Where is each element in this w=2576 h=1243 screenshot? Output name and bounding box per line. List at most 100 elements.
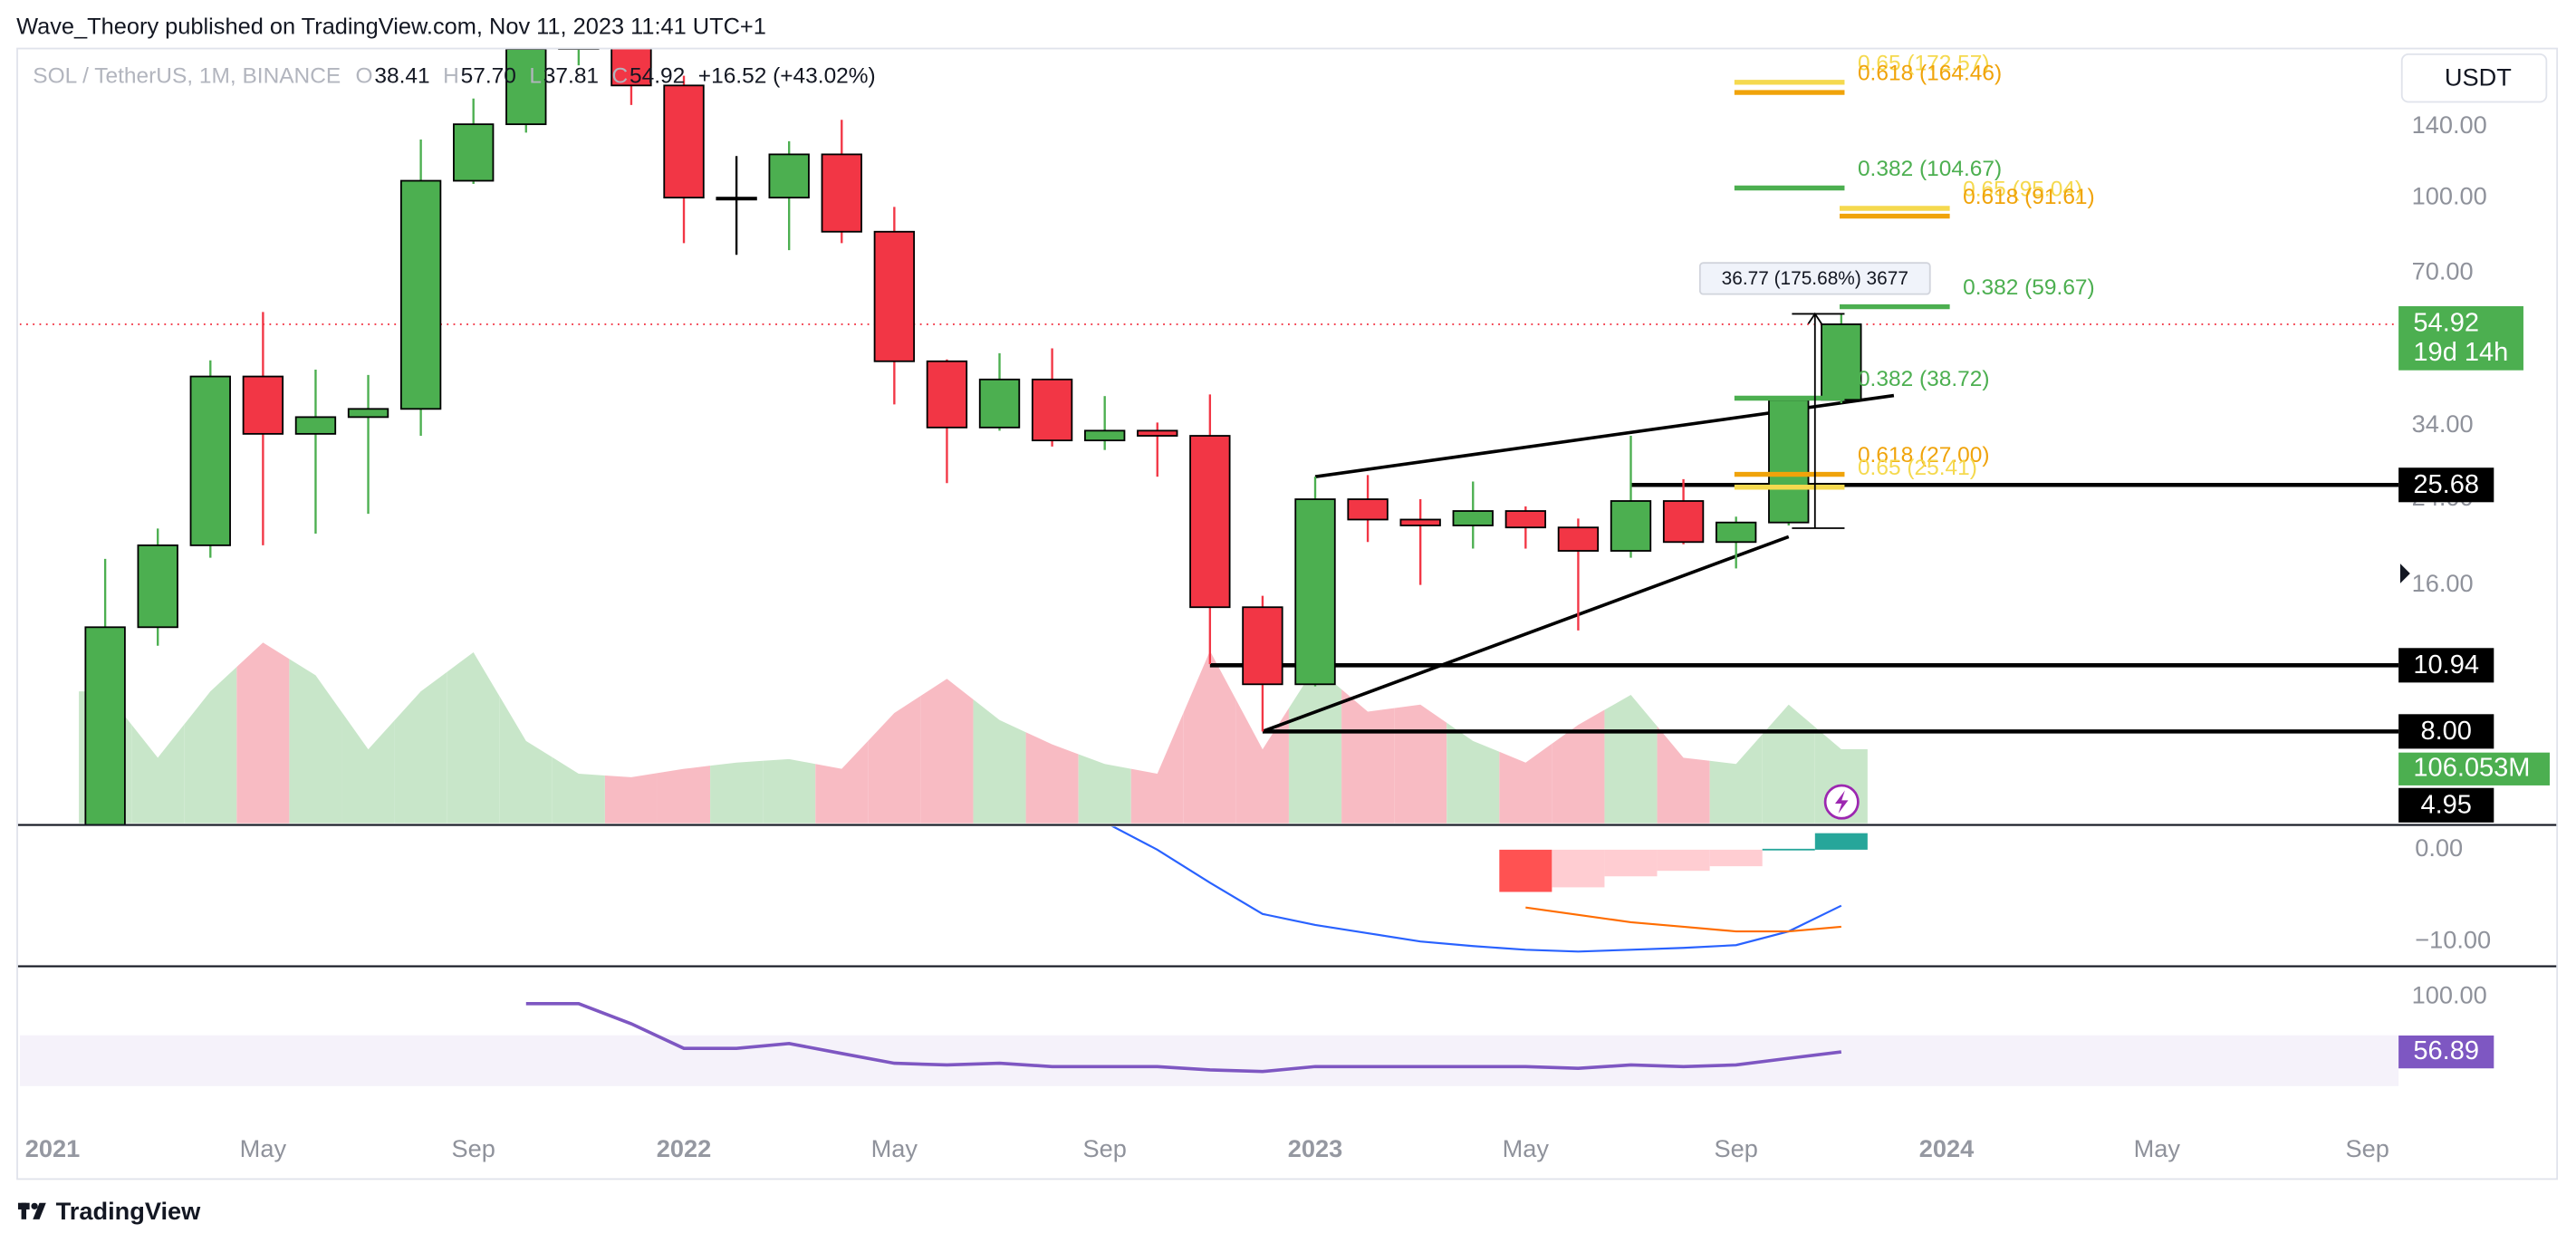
readout-text: L — [529, 64, 542, 89]
candle-body — [1504, 510, 1547, 529]
candle-body — [926, 360, 968, 429]
volume-area — [341, 712, 395, 824]
readout-text: 38.41 — [374, 64, 429, 89]
x-tick-label: 2022 — [657, 1134, 711, 1162]
volume-area — [1447, 722, 1500, 824]
volume-area — [1552, 709, 1605, 824]
candle-body — [1768, 399, 1810, 524]
macd-histogram-bar — [1604, 849, 1658, 877]
currency-label[interactable]: USDT — [2445, 63, 2512, 91]
price-level-box — [2398, 648, 2494, 683]
candle-body — [347, 408, 389, 419]
fib-label: 0.65 (25.41) — [1858, 456, 1977, 480]
readout-text: 54.92 — [630, 64, 685, 89]
candle-body — [189, 375, 231, 546]
volume-area — [289, 659, 342, 824]
published-line: Wave_Theory published on TradingView.com… — [16, 14, 766, 40]
readout-text: C — [612, 64, 629, 89]
readout-text: O — [356, 64, 373, 89]
logo-part — [21, 1202, 27, 1219]
macd-line — [1110, 826, 1842, 953]
measure-arrow — [1807, 312, 1822, 324]
volume-area — [604, 773, 658, 824]
volume-area — [1025, 732, 1079, 824]
scroll-arrow-icon[interactable] — [2399, 564, 2410, 583]
price-level-label: 8.00 — [2420, 717, 2471, 746]
volume-area — [920, 679, 974, 824]
price-level-label: 10.94 — [2413, 650, 2479, 679]
event-icon-bolt — [1834, 790, 1849, 814]
x-tick-label: May — [1503, 1134, 1550, 1162]
macd-histogram-bar — [1814, 833, 1868, 850]
candle-body — [399, 179, 442, 410]
readout-text: H — [443, 64, 459, 89]
volume-area — [1394, 704, 1447, 824]
x-tick-label: Sep — [2345, 1134, 2389, 1162]
price-level-label: 25.68 — [2413, 470, 2479, 499]
candle-body — [716, 197, 757, 201]
fib-label: 0.382 (104.67) — [1858, 157, 2002, 181]
x-tick-label: 2021 — [25, 1134, 80, 1162]
fib-label: 0.618 (91.61) — [1963, 185, 2095, 209]
x-tick-label: May — [2134, 1134, 2181, 1162]
candle-body — [663, 84, 705, 199]
readout-text: 37.81 — [543, 64, 599, 89]
candle-body — [610, 49, 652, 87]
candle-body — [505, 49, 547, 126]
volume-area — [236, 642, 290, 824]
candle-body — [1084, 429, 1126, 442]
volume-area — [815, 740, 869, 824]
x-tick-label: Sep — [1082, 1134, 1126, 1162]
volume-area — [973, 699, 1026, 824]
candle-body — [1557, 526, 1600, 552]
logo-part — [31, 1202, 38, 1209]
candle-body — [1715, 521, 1757, 544]
candle-body — [1242, 606, 1283, 686]
fib-label: 0.618 (164.46) — [1858, 62, 2002, 86]
x-tick-label: 2023 — [1288, 1134, 1342, 1162]
y-tick-label: 140.00 — [2412, 111, 2487, 139]
candle-body — [453, 123, 495, 182]
chart-frame — [16, 47, 2559, 1180]
candle-body — [1347, 498, 1389, 521]
price-level-box — [2398, 787, 2494, 823]
rsi-label: 56.89 — [2413, 1036, 2479, 1065]
volume-area — [499, 696, 553, 824]
readout-text: 57.70 — [461, 64, 516, 89]
volume-area — [1709, 734, 1763, 824]
volume-area — [1078, 754, 1131, 824]
volume-area — [447, 652, 500, 824]
y-tick-label: 100.00 — [2412, 181, 2487, 209]
volume-area — [1130, 712, 1184, 824]
x-tick-label: Sep — [452, 1134, 495, 1162]
fib-label: 0.65 (95.04) — [1963, 178, 2082, 202]
currency-box[interactable] — [2400, 53, 2548, 103]
logo-part — [33, 1202, 46, 1219]
fib-label: 0.618 (27.00) — [1858, 443, 1990, 467]
price-level-label: 4.95 — [2420, 790, 2471, 819]
volume-area — [763, 758, 816, 824]
last-price-label: 54.92 — [2413, 309, 2479, 338]
fib-label: 0.65 (172.57) — [1858, 51, 1990, 75]
price-level-box — [2398, 467, 2494, 503]
rsi-layer — [19, 1002, 2399, 1086]
volume-area — [868, 696, 921, 824]
macd-histogram-bar — [1499, 849, 1552, 892]
volume-area — [1762, 704, 1815, 824]
candle-body — [1821, 323, 1862, 401]
price-level-box — [2398, 714, 2494, 749]
y-tick-label: 16.00 — [2412, 569, 2474, 597]
fib-label: 0.382 (38.72) — [1858, 367, 1990, 391]
candle-body — [873, 230, 916, 362]
measure-box — [1698, 262, 1931, 295]
candle-body — [1137, 429, 1178, 437]
axis-layer: 2021 May Sep 2022 May Sep 2023 May Sep 2024 May Sep… — [25, 111, 2550, 1162]
x-tick-label: Sep — [1714, 1134, 1757, 1162]
candle-body — [242, 375, 284, 435]
last-price-box — [2398, 305, 2523, 371]
brand-logo — [17, 1202, 46, 1219]
readout-text: SOL / TetherUS, 1M, BINANCE — [33, 64, 341, 89]
volume-area — [1604, 694, 1658, 824]
volume-area — [552, 756, 605, 824]
